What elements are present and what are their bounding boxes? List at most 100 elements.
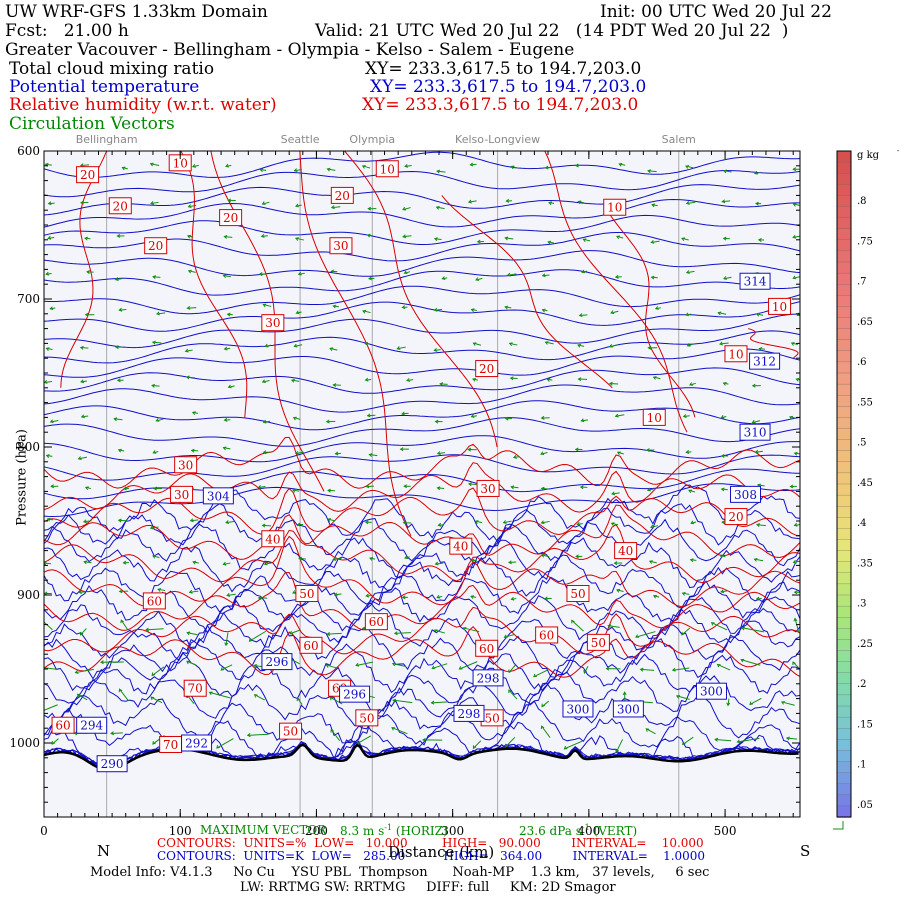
vector-arrow — [435, 562, 444, 565]
vector-arrowhead — [46, 517, 51, 522]
vector-arrow — [295, 237, 304, 241]
vector-arrowhead — [362, 309, 367, 314]
rh-contour-label-box — [144, 237, 168, 255]
vector-arrowhead — [225, 163, 230, 168]
rh-contour — [44, 535, 800, 608]
vector-arrowhead — [685, 165, 690, 169]
theta-contour-label: 304 — [207, 489, 230, 503]
theta-contour-label-box — [612, 700, 644, 718]
rh-contour-label-box — [724, 345, 748, 363]
vector-arrowhead — [475, 277, 480, 281]
vector-arrow — [615, 739, 624, 753]
vector-arrowhead — [187, 269, 192, 274]
rh-contour-label-box — [279, 722, 303, 740]
vector-arrowhead — [329, 696, 334, 701]
vector-arrowhead — [292, 488, 297, 493]
init-time: Init: 00 UTC Wed 20 Jul 22 — [600, 2, 832, 22]
south-label: S — [800, 842, 811, 860]
vector-arrow — [119, 688, 129, 702]
vector-arrowhead — [355, 662, 360, 667]
vector-arrowhead — [470, 595, 475, 599]
vector-arrowhead — [401, 411, 406, 416]
vector-arrowhead — [682, 741, 686, 746]
theta-contour — [44, 400, 800, 431]
vector-arrowhead — [330, 728, 335, 733]
vector-arrowhead — [792, 202, 797, 207]
vector-arrowhead — [512, 455, 517, 459]
rh-contour-label-box — [566, 585, 590, 603]
vector-arrow — [794, 618, 800, 633]
vector-arrowhead — [248, 638, 253, 642]
vector-arrowhead — [793, 617, 798, 622]
theta-contour-label: 294 — [80, 719, 103, 733]
theta-contour — [44, 653, 800, 715]
model-info: Model Info: V4.1.3 No Cu YSU PBL Thompso… — [90, 865, 710, 880]
vector-arrowhead — [365, 593, 370, 598]
vector-arrowhead — [723, 276, 727, 280]
vector-arrowhead — [467, 199, 472, 204]
vector-arrowhead — [369, 556, 374, 561]
vector-arrowhead — [671, 667, 676, 672]
vector-arrowhead — [296, 522, 301, 527]
rh-contour-label-box — [183, 679, 207, 697]
vector-arrow — [223, 275, 231, 278]
vector-arrowhead — [290, 378, 295, 383]
rh-contour-label: 60 — [539, 628, 554, 642]
vector-arrow — [533, 669, 548, 678]
vector-arrowhead — [294, 450, 299, 455]
colorbar-cell — [836, 583, 852, 596]
vector-arrowhead — [186, 631, 191, 636]
vector-arrowhead — [793, 590, 798, 595]
vector-arrowhead — [225, 520, 230, 525]
vector-arrowhead — [470, 308, 475, 313]
vector-arrow — [781, 701, 795, 706]
vector-arrowhead — [114, 277, 119, 281]
vector-arrowhead — [49, 306, 54, 311]
rh-contour-label: 70 — [163, 738, 178, 752]
vector-arrowhead — [618, 162, 623, 167]
theta-contour — [44, 313, 800, 349]
theta-contour-label-box — [96, 755, 128, 773]
vector-arrow — [216, 738, 234, 749]
colorbar-frame — [836, 150, 852, 818]
theta-contour-label-box — [472, 669, 504, 687]
city-name: Olympia — [349, 133, 395, 146]
theta-contour — [44, 214, 800, 245]
vector-arrowhead — [51, 741, 56, 745]
rh-contour-label: 30 — [178, 458, 193, 472]
vector-arrow — [80, 164, 90, 167]
vector-arrowhead — [639, 667, 644, 672]
vector-arrow — [220, 664, 233, 671]
vector-arrow — [188, 204, 197, 208]
vector-arrowhead — [327, 518, 332, 522]
vector-arrowhead — [685, 270, 690, 274]
theta-contour — [44, 682, 800, 744]
vector-arrowhead — [434, 561, 439, 566]
vector-arrow — [50, 420, 59, 423]
rh-contour — [544, 151, 688, 433]
vector-arrowhead — [74, 670, 79, 674]
vector-arrowhead — [333, 592, 338, 597]
colorbar-cell — [836, 517, 852, 530]
x-tick-label: 100 — [169, 824, 192, 838]
colorbar-label: .1 — [857, 760, 867, 771]
vector-arrowhead — [332, 383, 337, 388]
max-vector-vert: 23.6 dPa s-1 (VERT) — [519, 823, 638, 838]
vector-arrowhead — [262, 450, 267, 455]
vector-arrowhead — [614, 413, 619, 418]
vector-arrow — [362, 310, 371, 314]
vector-arrowhead — [689, 382, 693, 386]
vector-arrowhead — [741, 626, 745, 631]
vector-arrowhead — [152, 275, 157, 280]
vector-arrowhead — [647, 345, 652, 350]
vector-arrowhead — [153, 486, 157, 491]
vector-arrow — [330, 729, 341, 742]
vector-arrowhead — [736, 739, 741, 744]
vector-arrowhead — [150, 201, 155, 205]
vector-arrowhead — [402, 206, 407, 211]
vector-arrowhead — [650, 239, 655, 244]
rh-contour — [60, 151, 108, 388]
vector-arrowhead — [298, 556, 302, 561]
colorbar-cell — [836, 572, 852, 585]
vector-arrowhead — [430, 700, 435, 705]
